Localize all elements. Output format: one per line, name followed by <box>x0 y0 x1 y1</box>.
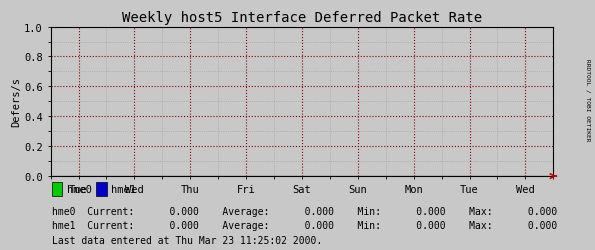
Text: hme1  Current:      0.000    Average:      0.000    Min:      0.000    Max:     : hme1 Current: 0.000 Average: 0.000 Min: … <box>52 220 557 230</box>
Text: Last data entered at Thu Mar 23 11:25:02 2000.: Last data entered at Thu Mar 23 11:25:02… <box>52 236 322 246</box>
Text: hme1: hme1 <box>111 184 136 194</box>
Y-axis label: Defers/s: Defers/s <box>11 77 21 127</box>
Text: hme0  Current:      0.000    Average:      0.000    Min:      0.000    Max:     : hme0 Current: 0.000 Average: 0.000 Min: … <box>52 206 557 216</box>
Title: Weekly host5 Interface Deferred Packet Rate: Weekly host5 Interface Deferred Packet R… <box>122 11 482 25</box>
Text: RRDTOOL / TOBI OETIKER: RRDTOOL / TOBI OETIKER <box>586 59 591 141</box>
Text: hme0: hme0 <box>67 184 92 194</box>
